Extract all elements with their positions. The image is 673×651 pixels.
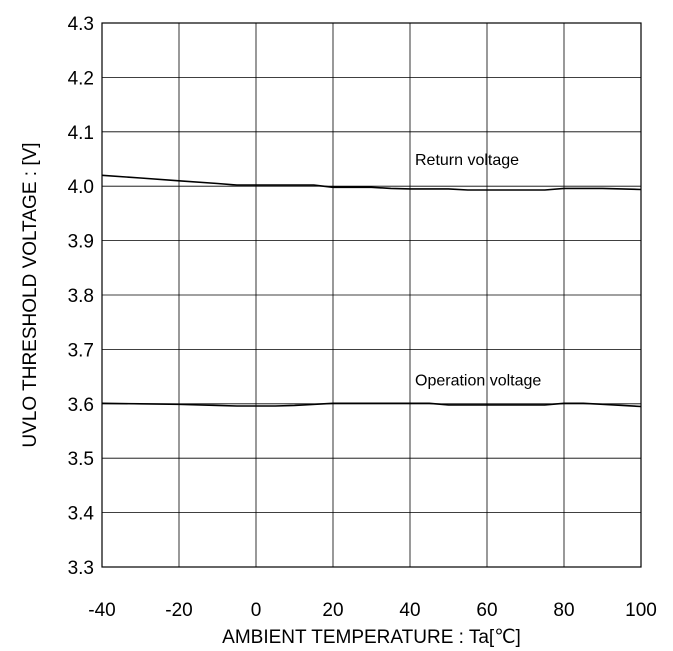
annotation-1: Return voltage (415, 152, 519, 169)
x-tick-labels: -40 -20 0 20 40 60 80 100 (88, 600, 657, 621)
series-line-2 (101, 402, 642, 408)
x-tick-label: 0 (251, 600, 262, 621)
y-tick-label: 3.9 (68, 232, 94, 253)
y-tick-label: 3.7 (68, 340, 94, 361)
y-tick-label: 3.6 (68, 395, 94, 416)
x-tick-label: 80 (553, 600, 574, 621)
annotations: Return voltage Operation voltage (415, 152, 541, 389)
y-axis-label: UVLO THRESHOLD VOLTAGE : [V] (20, 142, 41, 447)
y-tick-labels: 3.3 3.4 3.5 3.6 3.7 3.8 3.9 4.0 4.1 4.2 4.3 (68, 14, 95, 579)
y-tick-label: 4.0 (68, 177, 94, 198)
x-tick-label: -20 (165, 600, 192, 621)
y-tick-label: 3.8 (68, 286, 94, 307)
y-tick-label: 3.5 (68, 449, 94, 470)
x-axis-label: AMBIENT TEMPERATURE : Ta[℃] (222, 627, 521, 648)
grid-lines (101, 22, 642, 568)
y-tick-label: 4.2 (68, 68, 94, 89)
x-tick-label: 60 (476, 600, 497, 621)
plot-frame (101, 22, 642, 568)
y-tick-label: 3.3 (68, 558, 94, 579)
series-line-1 (101, 174, 642, 191)
x-tick-label: 20 (322, 600, 343, 621)
x-tick-label: 100 (625, 600, 657, 621)
y-tick-label: 4.1 (68, 123, 94, 144)
x-tick-label: -40 (88, 600, 115, 621)
y-tick-label: 3.4 (68, 504, 95, 525)
x-tick-label: 40 (399, 600, 420, 621)
y-tick-label: 4.3 (68, 14, 94, 35)
annotation-2: Operation voltage (415, 372, 541, 389)
series-layer (101, 174, 642, 408)
